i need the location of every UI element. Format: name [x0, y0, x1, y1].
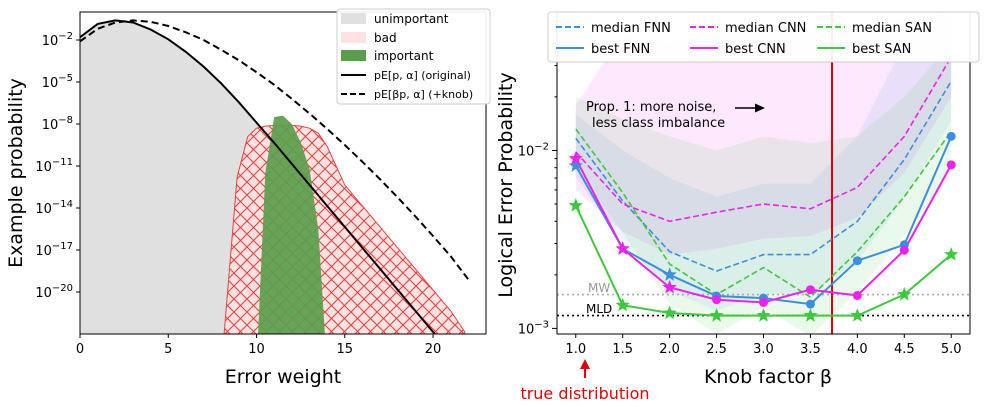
left-x-tick-label: 5 — [164, 342, 172, 357]
marker-best-fnn — [568, 158, 583, 172]
marker-best-cnn — [568, 151, 583, 165]
line-median-fnn — [575, 80, 952, 272]
marker-best-cnn — [852, 291, 862, 301]
right-x-tick-label: 4.0 — [847, 342, 868, 357]
marker-best-fnn — [946, 131, 956, 141]
left-axes-frame — [79, 11, 487, 335]
legend-label-median-fnn: median FNN — [591, 21, 671, 36]
right-chart: MW MLD Prop. 1: more noise, less class i… — [495, 11, 980, 403]
right-x-tick-label: 3.5 — [800, 342, 821, 357]
right-x-tick-label: 2.5 — [706, 342, 727, 357]
band-median-fnn — [575, 12, 952, 311]
left-y-tick-label: 10−14 — [35, 199, 73, 217]
right-y-axis-label: Logical Error Probability — [495, 72, 517, 297]
legend-bad-label: bad — [374, 31, 397, 45]
marker-best-san — [803, 308, 818, 322]
right-legend: median FNN best FNN median CNN best CNN medi… — [547, 11, 980, 63]
marker-best-san — [615, 297, 630, 312]
marker-best-cnn — [712, 295, 722, 305]
left-y-axis-label: Example probability — [5, 78, 27, 268]
left-x-tick-label: 15 — [337, 342, 354, 357]
left-x-axis-label: Error weight — [225, 366, 341, 388]
right-x-tick-label: 1.0 — [565, 342, 586, 357]
left-chart: 0 5 10 15 20 10−210−510−810−1110−1410−1710−2… — [5, 8, 491, 388]
left-y-tick-label: 10−8 — [42, 115, 73, 133]
right-y-tick-label: 10−2 — [518, 141, 549, 159]
right-x-axis-label: Knob factor β — [704, 366, 832, 388]
legend-bad-swatch — [341, 32, 366, 43]
legend-knob-label: pE[βp, α] (+knob) — [374, 88, 473, 101]
prop1-annotation-line1: Prop. 1: more noise, — [586, 100, 716, 115]
right-x-tick-label: 4.5 — [894, 342, 915, 357]
right-x-tick-label: 2.0 — [659, 342, 680, 357]
marker-best-fnn — [662, 267, 677, 281]
right-y-tick-label: 10−3 — [518, 319, 549, 337]
marker-best-san — [944, 247, 959, 261]
marker-best-cnn — [759, 297, 768, 307]
marker-best-cnn — [662, 279, 677, 294]
marker-best-fnn — [852, 256, 862, 266]
left-x-tick-label: 20 — [425, 342, 442, 357]
knob-distribution-line — [80, 19, 470, 281]
left-y-tick-label: 10−2 — [42, 31, 73, 49]
right-x-tick-label: 3.0 — [753, 342, 774, 357]
legend-unimportant-swatch — [341, 13, 366, 24]
left-x-tick-label: 10 — [248, 342, 265, 357]
right-x-tick-label: 5.0 — [941, 342, 962, 357]
prop1-arrow — [735, 103, 765, 113]
true-distribution-arrow — [580, 359, 590, 378]
marker-best-cnn — [899, 245, 909, 255]
right-x-tick-label: 1.5 — [612, 342, 633, 357]
original-distribution-line — [80, 19, 437, 334]
left-legend-frame — [336, 8, 491, 105]
legend-label-best-fnn: best FNN — [591, 42, 650, 57]
prop1-annotation-line2: less class imbalance — [592, 116, 725, 131]
marker-best-san — [850, 308, 865, 322]
marker-best-san — [662, 305, 677, 320]
marker-best-san — [897, 287, 912, 301]
marker-best-cnn — [805, 285, 815, 295]
legend-label-best-cnn: best CNN — [725, 42, 786, 57]
left-legend: unimportant bad important pE[p, α] (orig… — [336, 8, 491, 105]
marker-best-san — [709, 308, 724, 322]
left-x-ticks: 0 5 10 15 20 — [76, 334, 441, 357]
series-markers — [568, 131, 959, 322]
legend-label-median-san: median SAN — [852, 21, 932, 36]
marker-best-san — [756, 308, 771, 322]
legend-original-label: pE[p, α] (original) — [374, 69, 471, 82]
line-median-san — [575, 128, 952, 299]
left-x-tick-label: 0 — [76, 342, 84, 357]
left-y-tick-label: 10−20 — [35, 283, 73, 301]
true-distribution-label: true distribution — [520, 384, 649, 403]
left-y-tick-label: 10−11 — [35, 157, 73, 175]
bad-area-hatch — [220, 124, 466, 334]
mw-label: MW — [588, 281, 610, 295]
marker-best-san — [568, 198, 583, 212]
median-spread-bands — [575, 12, 952, 334]
band-median-cnn — [575, 12, 952, 255]
legend-label-median-cnn: median CNN — [725, 21, 806, 36]
right-legend-frame — [547, 11, 980, 63]
right-x-ticks: 1.0 1.5 2.0 2.5 3.0 3.5 4.0 4.5 5.0 — [565, 334, 962, 357]
line-median-cnn — [575, 56, 952, 223]
mld-label: MLD — [586, 302, 612, 316]
important-area — [256, 115, 328, 334]
legend-unimportant-label: unimportant — [374, 12, 449, 26]
legend-important-label: important — [374, 49, 434, 63]
legend-label-best-san: best SAN — [852, 42, 911, 57]
left-y-tick-label: 10−5 — [42, 73, 73, 91]
left-y-tick-label: 10−17 — [35, 241, 73, 259]
legend-important-swatch — [341, 50, 366, 61]
marker-best-fnn — [805, 299, 815, 309]
marker-best-cnn — [946, 160, 956, 170]
marker-best-cnn — [615, 241, 630, 255]
left-y-ticks: 10−2 10−5 10−8 10−11 10−14 10−17 10−20 — [35, 31, 80, 301]
right-y-ticks: 10−3 10−2 — [518, 25, 557, 337]
